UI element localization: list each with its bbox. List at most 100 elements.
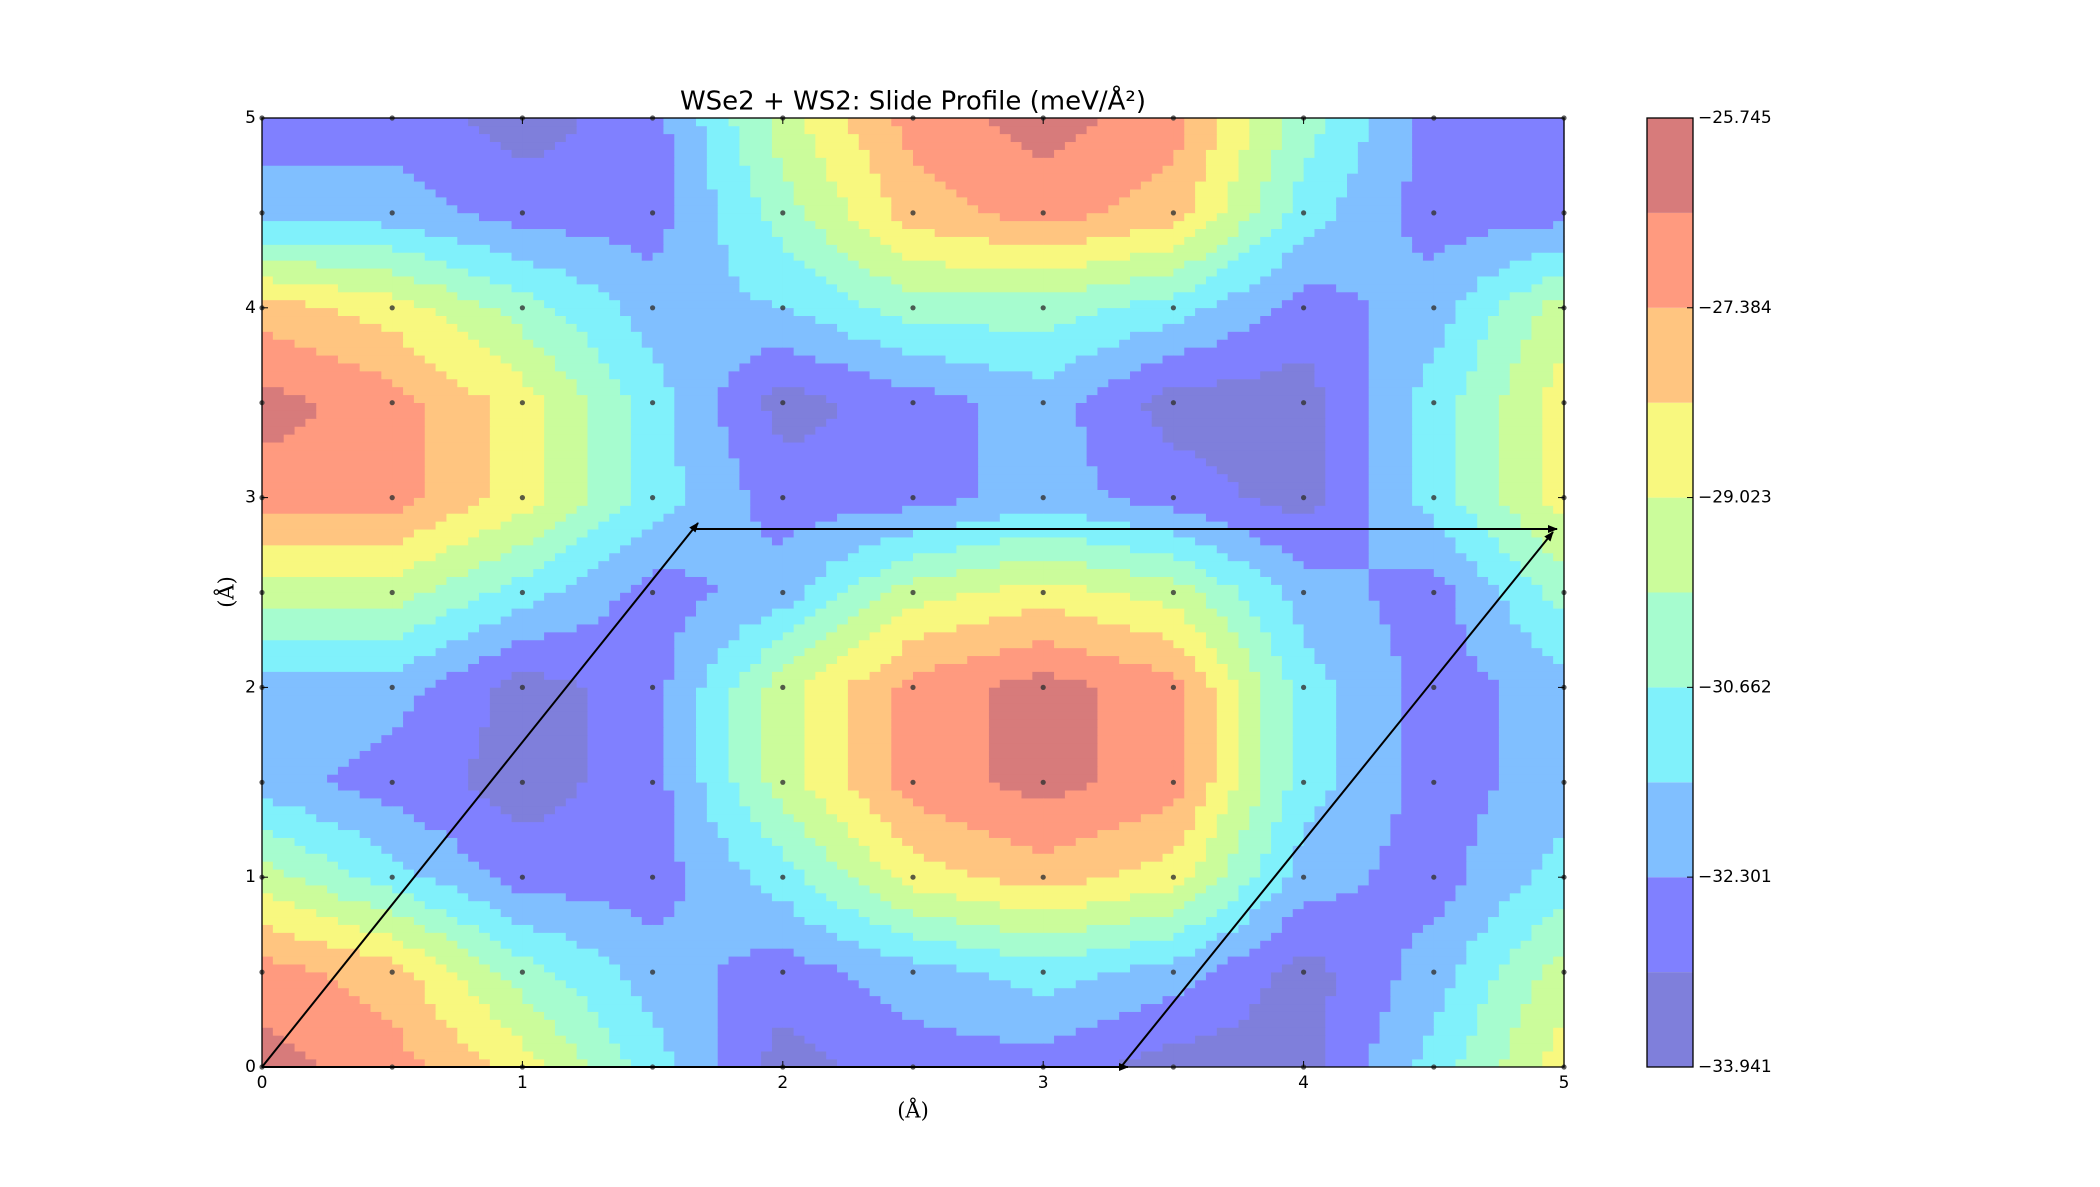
contour-cell: [1433, 766, 1500, 775]
contour-cell: [880, 339, 914, 348]
contour-cell: [392, 117, 469, 127]
contour-cell: [1509, 948, 1565, 957]
contour-cell: [815, 576, 860, 585]
contour-cell: [1238, 220, 1283, 230]
contour-cell: [1368, 552, 1435, 562]
contour-cell: [999, 900, 1044, 910]
contour-cell: [489, 465, 523, 475]
grid-point: [1301, 589, 1307, 596]
contour-cell: [1195, 821, 1218, 831]
contour-cell: [728, 378, 784, 388]
contour-cell: [1260, 853, 1294, 862]
contour-cell: [1227, 623, 1261, 633]
contour-cell: [1498, 418, 1543, 427]
contour-cell: [630, 584, 654, 593]
contour-cell: [262, 726, 393, 736]
contour-cell: [1401, 196, 1435, 206]
contour-cell: [620, 378, 654, 388]
contour-cell: [771, 1042, 784, 1052]
contour-cell: [337, 283, 393, 293]
contour-cell: [1086, 782, 1174, 791]
contour-cell: [913, 347, 1044, 356]
contour-cell: [262, 1011, 382, 1020]
contour-cell: [782, 876, 806, 886]
contour-cell: [392, 339, 404, 348]
contour-cell: [1292, 188, 1305, 198]
contour-cell: [1325, 963, 1402, 973]
contour-cell: [1477, 1003, 1522, 1012]
contour-cell: [858, 639, 903, 649]
contour-cell: [1075, 418, 1153, 427]
contour-cell: [522, 908, 632, 918]
contour-cell: [1336, 702, 1402, 712]
contour-cell: [1325, 394, 1370, 403]
contour-cell: [728, 244, 784, 253]
contour-cell: [858, 260, 914, 269]
contour-cell: [1488, 671, 1565, 680]
contour-cell: [1043, 774, 1099, 783]
grid-point: [1040, 495, 1046, 501]
contour-cell: [262, 536, 393, 546]
contour-cell: [413, 1050, 480, 1060]
contour-cell: [1325, 497, 1370, 506]
contour-cell: [1054, 639, 1174, 649]
contour-cell: [1184, 608, 1218, 617]
contour-cell: [479, 742, 523, 751]
contour-cell: [771, 1035, 784, 1044]
contour-cell: [652, 497, 686, 506]
contour-cell: [392, 615, 437, 625]
contour-cell: [1498, 750, 1565, 759]
contour-cell: [826, 173, 882, 182]
contour-cell: [1238, 489, 1305, 498]
contour-cell: [826, 165, 871, 174]
contour-cell: [1173, 528, 1250, 538]
contour-cell: [988, 323, 1044, 332]
contour-cell: [1184, 758, 1218, 767]
contour-cell: [1249, 117, 1283, 127]
contour-cell: [945, 861, 1044, 870]
contour-cell: [750, 188, 784, 198]
contour-cell: [262, 473, 393, 483]
contour-cell: [696, 750, 730, 759]
contour-cell: [1075, 402, 1142, 411]
contour-cell: [262, 623, 393, 633]
contour-cell: [1433, 378, 1467, 388]
contour-cell: [1325, 955, 1402, 965]
y-tick-label: 3: [245, 488, 256, 508]
contour-cell: [522, 497, 545, 506]
grid-point: [519, 305, 526, 311]
contour-cell: [522, 386, 534, 396]
grid-point: [1431, 210, 1437, 216]
contour-cell: [522, 948, 599, 957]
contour-cell: [1303, 244, 1413, 253]
contour-cell: [587, 766, 654, 775]
contour-cell: [1531, 987, 1565, 997]
contour-cell: [782, 291, 849, 301]
contour-cell: [1130, 892, 1174, 902]
contour-cell: [1455, 979, 1489, 989]
contour-cell: [1303, 252, 1424, 261]
contour-cell: [1368, 568, 1435, 577]
contour-cell: [674, 426, 730, 435]
contour-cell: [587, 726, 654, 736]
contour-cell: [262, 979, 339, 989]
contour-cell: [522, 149, 545, 158]
contour-cell: [1184, 347, 1305, 356]
contour-cell: [1086, 125, 1174, 135]
contour-cell: [1281, 252, 1305, 261]
contour-cell: [272, 955, 393, 965]
contour-cell: [1433, 188, 1565, 198]
contour-cell: [424, 995, 480, 1005]
contour-cell: [1130, 940, 1174, 949]
contour-cell: [782, 805, 827, 815]
contour-cell: [1314, 133, 1370, 143]
contour-cell: [1260, 687, 1294, 696]
contour-cell: [1271, 837, 1305, 846]
contour-cell: [424, 449, 491, 459]
contour-cell: [913, 971, 990, 981]
contour-cell: [1043, 220, 1174, 230]
contour-cell: [1130, 275, 1174, 285]
contour-cell: [1401, 687, 1435, 696]
contour-cell: [663, 710, 697, 720]
contour-cell: [804, 647, 849, 657]
